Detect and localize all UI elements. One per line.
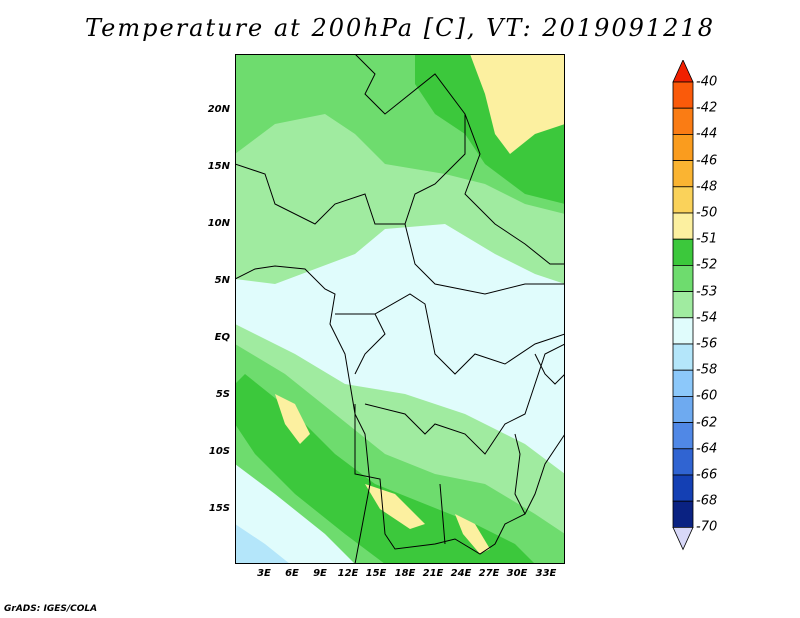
colorbar-segment	[672, 343, 694, 371]
lon-label-33e: 33E	[535, 568, 557, 579]
grads-credit: GrADS: IGES/COLA	[4, 604, 98, 614]
chart-title: Temperature at 200hPa [C], VT: 201909121…	[85, 14, 715, 42]
colorbar-segment	[672, 448, 694, 476]
colorbar-label: -60	[696, 388, 718, 404]
lat-label-15s: 15S	[208, 503, 230, 514]
lat-label-10s: 10S	[208, 446, 230, 457]
colorbar-bottom-arrow	[672, 527, 694, 551]
lon-label-15e: 15E	[365, 568, 387, 579]
colorbar-label: -54	[696, 310, 718, 326]
lat-label-15n: 15N	[207, 161, 230, 172]
colorbar-label: -40	[696, 74, 718, 90]
lat-label-20n: 20N	[207, 104, 230, 115]
colorbar-segment	[672, 395, 694, 423]
colorbar-segment	[672, 134, 694, 162]
colorbar-segment	[672, 238, 694, 266]
lon-label-12e: 12E	[337, 568, 359, 579]
colorbar-segment	[672, 500, 694, 528]
colorbar-segment	[672, 369, 694, 397]
map-frame	[235, 54, 565, 564]
lon-label-27e: 27E	[478, 568, 500, 579]
colorbar-label: -52	[696, 257, 718, 273]
field-band-south-56	[235, 524, 290, 564]
colorbar-label: -46	[696, 153, 718, 169]
lat-label-10n: 10N	[207, 218, 230, 229]
colorbar-label: -56	[696, 336, 718, 352]
lon-label-21e: 21E	[422, 568, 444, 579]
colorbar-label: -68	[696, 493, 718, 509]
colorbar-segment	[672, 317, 694, 345]
colorbar-label: -58	[696, 362, 718, 378]
lat-label-eq: EQ	[214, 332, 230, 343]
colorbar-label: -53	[696, 284, 718, 300]
colorbar-segment	[672, 107, 694, 135]
field-band-south-51	[235, 374, 535, 564]
lon-label-18e: 18E	[394, 568, 416, 579]
colorbar-label: -42	[696, 100, 718, 116]
colorbar-label: -51	[696, 231, 718, 247]
colorbar-segment	[672, 212, 694, 240]
colorbar-segment	[672, 474, 694, 502]
field-band-south-50a	[275, 394, 310, 444]
field-band-south-54	[235, 464, 355, 564]
colorbar-segment	[672, 264, 694, 292]
lon-label-24e: 24E	[450, 568, 472, 579]
colorbar-top-arrow	[672, 60, 694, 83]
colorbar-segment	[672, 291, 694, 319]
colorbar-segment	[672, 186, 694, 214]
lat-label-5s: 5S	[215, 389, 230, 400]
field-band-south-50b	[365, 484, 425, 529]
coastlines-borders	[235, 54, 565, 564]
lat-label-5n: 5N	[214, 275, 230, 286]
field-band-south-50c	[455, 514, 490, 554]
colorbar-label: -44	[696, 126, 718, 142]
colorbar-segment	[672, 422, 694, 450]
colorbar-label: -62	[696, 415, 718, 431]
colorbar-segment	[672, 160, 694, 188]
colorbar-label: -48	[696, 179, 718, 195]
lon-label-9e: 9E	[313, 568, 327, 579]
field-band-50-north	[470, 54, 565, 154]
colorbar-label: -70	[696, 519, 718, 535]
colorbar-label: -50	[696, 205, 718, 221]
lon-label-6e: 6E	[285, 568, 299, 579]
lon-label-30e: 30E	[506, 568, 528, 579]
temperature-map	[235, 54, 565, 564]
colorbar	[672, 60, 694, 551]
colorbar-label: -66	[696, 467, 718, 483]
colorbar-segment	[672, 81, 694, 109]
colorbar-label: -64	[696, 441, 718, 457]
lon-label-3e: 3E	[257, 568, 271, 579]
